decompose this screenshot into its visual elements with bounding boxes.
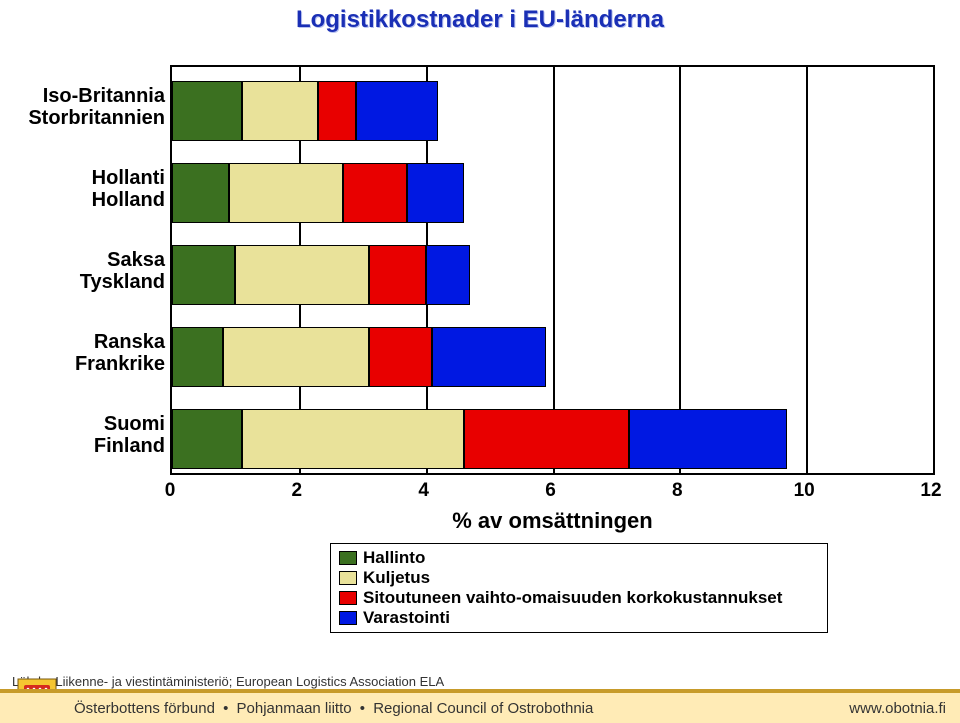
legend-swatch [339, 551, 357, 565]
bar-segment [172, 327, 223, 387]
category-label: SaksaTyskland [0, 249, 165, 293]
x-tick-label: 0 [165, 480, 176, 502]
bar-segment [356, 81, 438, 141]
bar-segment [407, 163, 464, 223]
bar-segment [229, 163, 343, 223]
category-label-sv: Storbritannien [0, 107, 165, 129]
category-label: SuomiFinland [0, 413, 165, 457]
legend-label: Kuljetus [363, 568, 430, 588]
bar-segment [432, 327, 546, 387]
x-tick-label: 4 [418, 480, 429, 502]
legend-swatch [339, 571, 357, 585]
bar-segment [172, 163, 229, 223]
bar-segment [172, 81, 242, 141]
org1: Österbottens förbund [74, 700, 215, 717]
org2: Pohjanmaan liitto [237, 700, 352, 717]
legend-item: Hallinto [339, 548, 819, 568]
x-tick-label: 8 [672, 480, 683, 502]
legend-label: Hallinto [363, 548, 425, 568]
x-tick-label: 2 [292, 480, 303, 502]
dot-icon: • [356, 700, 369, 717]
bar-segment [223, 327, 369, 387]
bar-segment [629, 409, 788, 469]
bar-segment [369, 327, 432, 387]
bar-segment [235, 245, 368, 305]
category-label-sv: Finland [0, 435, 165, 457]
x-tick-label: 12 [920, 480, 941, 502]
plot-area [170, 65, 935, 475]
dot-icon: • [219, 700, 232, 717]
legend-item: Varastointi [339, 608, 819, 628]
category-label: HollantiHolland [0, 167, 165, 211]
footer-url: www.obotnia.fi [849, 700, 946, 717]
org3: Regional Council of Ostrobothnia [373, 700, 593, 717]
source-text: Lähde: Liikenne- ja viestintäministeriö;… [12, 674, 444, 689]
bar-segment [242, 81, 318, 141]
category-label-fi: Iso-Britannia [0, 85, 165, 107]
legend-item: Sitoutuneen vaihto-omaisuuden korkokusta… [339, 588, 819, 608]
legend-label: Sitoutuneen vaihto-omaisuuden korkokusta… [363, 588, 782, 608]
bar-row [172, 327, 546, 387]
footer-org: Österbottens förbund • Pohjanmaan liitto… [74, 700, 593, 717]
category-label-fi: Ranska [0, 331, 165, 353]
x-tick-label: 6 [545, 480, 556, 502]
legend-swatch [339, 611, 357, 625]
footer: Lähde: Liikenne- ja viestintäministeriö;… [0, 673, 960, 723]
category-label-fi: Suomi [0, 413, 165, 435]
category-label-sv: Frankrike [0, 353, 165, 375]
bar-row [172, 81, 438, 141]
category-label-fi: Hollanti [0, 167, 165, 189]
category-label-fi: Saksa [0, 249, 165, 271]
bar-segment [343, 163, 406, 223]
bar-segment [426, 245, 470, 305]
chart: 024681012 % av omsättningen HallintoKulj… [170, 65, 940, 595]
category-label: RanskaFrankrike [0, 331, 165, 375]
legend-label: Varastointi [363, 608, 450, 628]
category-label: Iso-BritanniaStorbritannien [0, 85, 165, 129]
page-title: Logistikkostnader i EU-länderna [0, 0, 960, 34]
bar-segment [172, 409, 242, 469]
bar-segment [369, 245, 426, 305]
bar-segment [464, 409, 629, 469]
bar-row [172, 245, 470, 305]
category-label-sv: Holland [0, 189, 165, 211]
footer-bar: Österbottens förbund • Pohjanmaan liitto… [0, 689, 960, 723]
x-axis-label: % av omsättningen [170, 508, 935, 534]
bar-segment [318, 81, 356, 141]
legend: HallintoKuljetusSitoutuneen vaihto-omais… [330, 543, 828, 633]
bar-segment [172, 245, 235, 305]
bar-row [172, 409, 787, 469]
gridline [806, 67, 808, 473]
legend-swatch [339, 591, 357, 605]
x-tick-label: 10 [794, 480, 815, 502]
category-label-sv: Tyskland [0, 271, 165, 293]
bar-row [172, 163, 464, 223]
bar-segment [242, 409, 464, 469]
title-text: Logistikkostnader i EU-länderna [296, 6, 664, 33]
legend-item: Kuljetus [339, 568, 819, 588]
